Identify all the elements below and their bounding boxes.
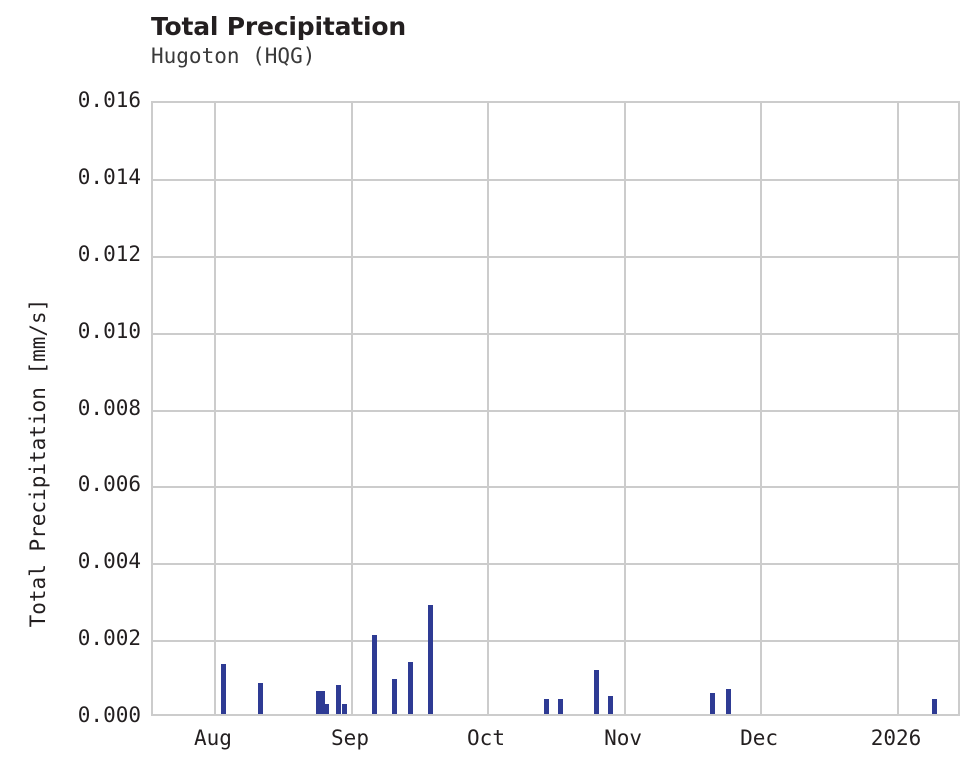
gridline-vertical: [351, 103, 353, 714]
bar: [607, 695, 613, 714]
y-tick-label: 0.006: [77, 472, 141, 497]
bar: [391, 679, 397, 714]
bar: [221, 664, 227, 714]
x-tick-label: Aug: [194, 726, 232, 750]
x-tick-label: Sep: [331, 726, 369, 750]
gridline-horizontal: [153, 332, 958, 335]
gridline-vertical: [487, 103, 489, 714]
bar: [315, 690, 321, 714]
bar: [372, 635, 378, 714]
bar: [341, 704, 347, 714]
bar: [407, 662, 413, 714]
x-tick-label: Nov: [604, 726, 643, 750]
y-tick-label: 0.012: [77, 241, 141, 266]
gridline-horizontal: [153, 486, 958, 489]
gridline-horizontal: [153, 255, 958, 258]
y-tick-label: 0.002: [77, 626, 141, 651]
gridline-horizontal: [153, 640, 958, 643]
gridline-horizontal: [153, 178, 958, 181]
y-tick-label: 0.014: [77, 164, 141, 189]
bar: [725, 689, 731, 714]
bar: [336, 684, 342, 714]
bar: [543, 698, 549, 714]
gridline-vertical: [897, 103, 899, 714]
page-title: Total Precipitation: [151, 12, 406, 41]
x-tick-label: Oct: [467, 726, 505, 750]
bar: [323, 703, 329, 714]
bar-series: [153, 103, 958, 714]
x-axis-ticks: Aug Sep Oct Nov Dec 2026: [151, 726, 960, 766]
bar: [593, 670, 599, 714]
gridline-vertical: [760, 103, 763, 714]
y-axis-ticks: Total Precipitation [mm/s] 0.016 0.014 0.0…: [0, 90, 141, 726]
gridline-vertical: [624, 103, 627, 714]
bar: [931, 699, 937, 714]
gridline-horizontal: [153, 409, 958, 412]
title-block: Total Precipitation Hugoton (HQG): [151, 12, 851, 70]
gridline-horizontal: [153, 563, 958, 566]
bar: [558, 698, 564, 714]
chart-subtitle: Hugoton (HQG): [151, 44, 316, 68]
y-tick-label: 0.008: [77, 395, 141, 420]
gridline-vertical: [213, 103, 216, 714]
bar: [709, 692, 715, 714]
y-tick-label: 0.010: [77, 318, 141, 343]
plot-area: [151, 101, 960, 716]
x-tick-label: Dec: [740, 726, 778, 750]
x-tick-label: 2026: [870, 726, 922, 750]
y-tick-label: 0.000: [77, 703, 141, 727]
bar: [258, 683, 264, 714]
bar: [428, 604, 434, 714]
y-tick-label: 0.004: [77, 549, 141, 574]
bar: [319, 690, 325, 714]
y-tick-label: 0.016: [77, 88, 141, 112]
